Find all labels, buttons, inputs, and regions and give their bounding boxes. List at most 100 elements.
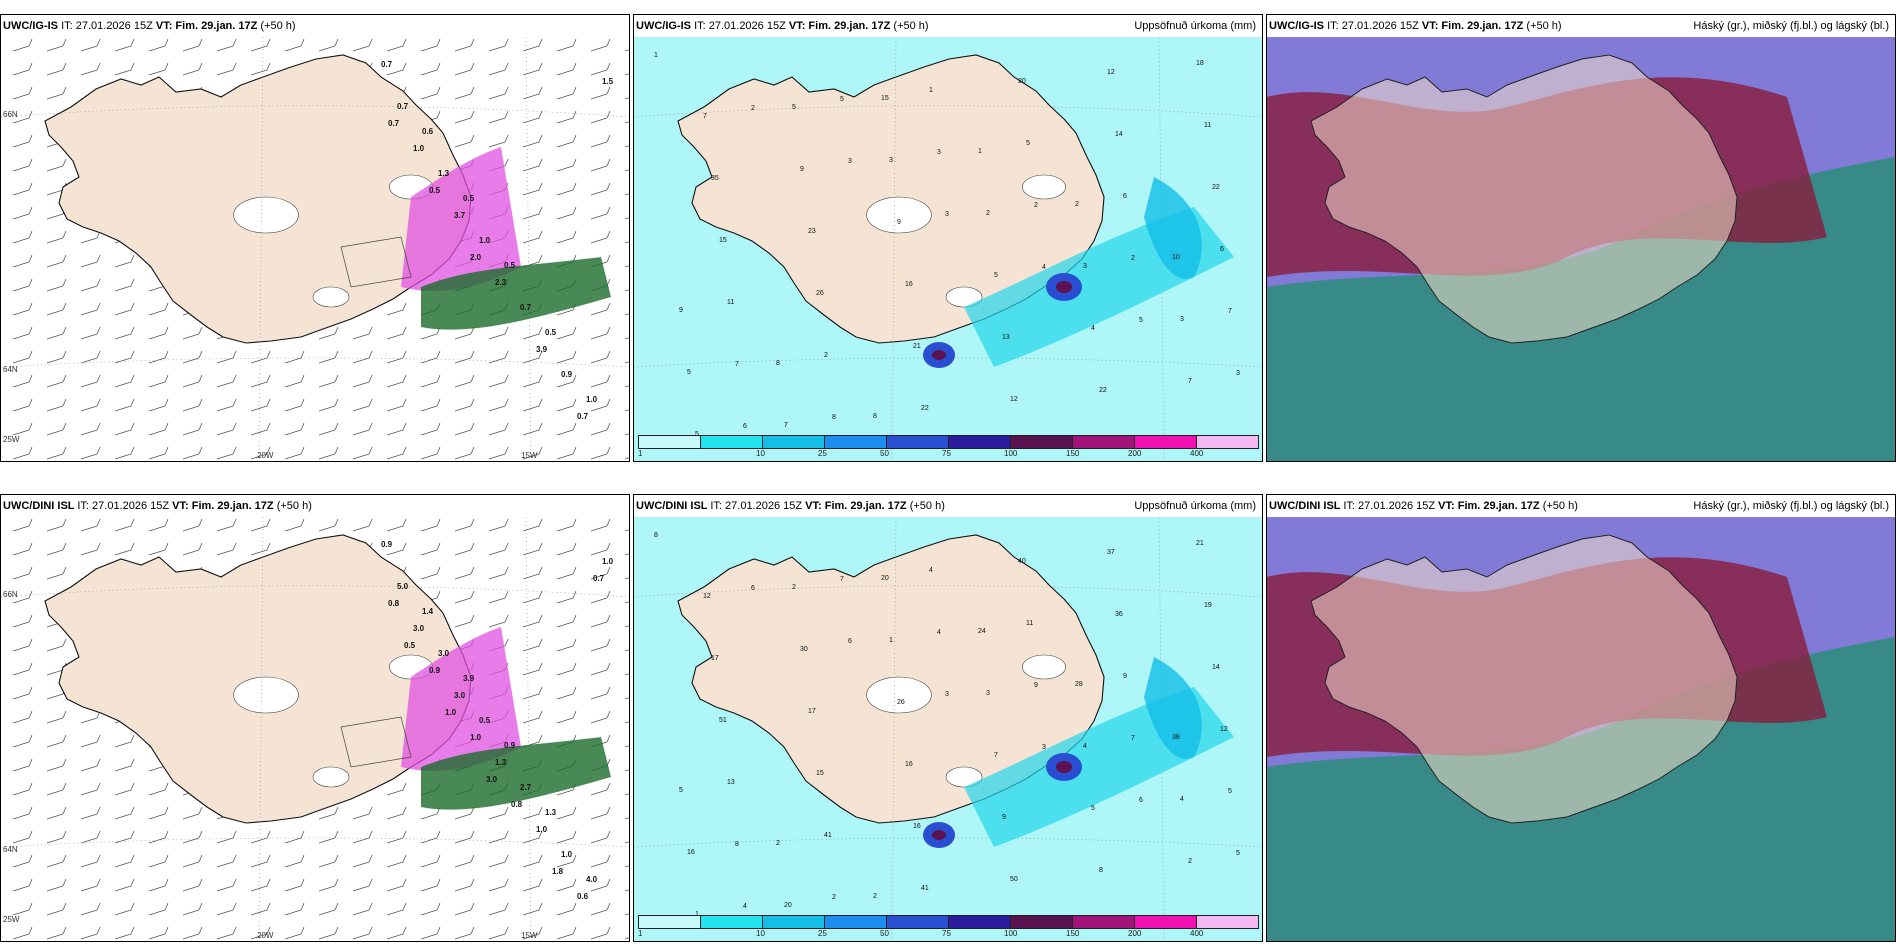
colorbar-tick: 1	[638, 929, 643, 938]
precip-value: 5	[1026, 140, 1030, 147]
snow-value: 3.0	[486, 775, 498, 784]
snow-value: 0.9	[504, 741, 516, 750]
precip-value: 38	[1172, 734, 1180, 741]
precip-value: 4	[1083, 743, 1087, 750]
snow-value: 0.5	[479, 716, 491, 725]
precip-value: 3	[848, 158, 852, 165]
snow-value: 0.5	[429, 186, 441, 195]
precip-value: 5	[994, 272, 998, 279]
colorbar-swatch	[1010, 435, 1073, 449]
colorbar-swatch	[948, 915, 1011, 929]
precip-value: 13	[727, 779, 735, 786]
model-name: UWC/IG-IS	[1269, 20, 1328, 32]
precip-value: 7	[784, 422, 788, 429]
precip-value: 17	[808, 708, 816, 715]
colorbar-swatch	[1134, 915, 1197, 929]
init-label: IT:	[1343, 500, 1359, 512]
init-label: IT:	[710, 500, 726, 512]
snow-value: 1.0	[586, 395, 598, 404]
init-time: 27.01.2026 15Z	[1341, 20, 1422, 32]
precip-value: 7	[1228, 308, 1232, 315]
precip-value: 5	[1228, 788, 1232, 795]
precip-value: 26	[897, 699, 905, 706]
colorbar-swatch	[1010, 915, 1073, 929]
lat-label: 66N	[3, 590, 18, 599]
precip-value: 41	[824, 832, 832, 839]
snow-value: 2.7	[520, 783, 532, 792]
precip-value: 18	[1196, 60, 1204, 67]
panel-cloud: UWC/IG-IS IT: 27.01.2026 15Z VT: Fim. 29…	[1266, 14, 1896, 462]
init-time: 27.01.2026 15Z	[92, 500, 173, 512]
precip-value: 9	[1034, 682, 1038, 689]
colorbar: 1 10 25 50 75 100 150 200 400	[638, 915, 1259, 938]
precip-value: 3	[1180, 316, 1184, 323]
precip-value: 16	[905, 761, 913, 768]
precip-value: 7	[994, 752, 998, 759]
map-cloud	[1267, 37, 1895, 461]
lead-time: (+50 h)	[1542, 500, 1578, 512]
precip-value: 3	[945, 211, 949, 218]
precip-value: 7	[840, 576, 844, 583]
cloud-layers	[1267, 37, 1895, 461]
precip-value: 4	[1091, 325, 1095, 332]
snow-value: 0.7	[381, 60, 393, 69]
precip-value: 2	[986, 210, 990, 217]
precip-value: 10	[1172, 254, 1180, 261]
lon-label: 25W	[3, 915, 20, 924]
precip-value: 12	[703, 593, 711, 600]
precip-value: 4	[937, 629, 941, 636]
precip-value: 14	[1115, 131, 1123, 138]
init-label: IT:	[694, 20, 709, 32]
lead-time: (+50 h)	[1526, 20, 1562, 32]
colorbar-swatch	[886, 435, 949, 449]
snow-value: 0.9	[429, 666, 441, 675]
precip-value: 2	[1131, 255, 1135, 262]
precip-value: 2	[1034, 202, 1038, 209]
panel-header: UWC/IG-IS IT: 27.01.2026 15Z VT: Fim. 29…	[1267, 15, 1895, 37]
precip-value: 5	[1139, 317, 1143, 324]
precip-value: 36	[1115, 611, 1123, 618]
precip-value: 1	[978, 148, 982, 155]
precip-value: 8	[873, 413, 877, 420]
colorbar-tick: 100	[1004, 929, 1018, 938]
valid-label: VT:	[1438, 500, 1458, 512]
snow-value: 0.7	[577, 412, 589, 421]
lead-time: (+50 h)	[909, 500, 945, 512]
snow-value: 0.6	[422, 127, 434, 136]
colorbar-swatch	[1072, 915, 1135, 929]
colorbar-swatch	[1196, 915, 1259, 929]
precip-value: 8	[735, 841, 739, 848]
field-title: Háský (gr.), miðský (fj.bl.) og lágský (…	[1693, 20, 1889, 32]
snow-field	[340, 147, 611, 330]
precip-value: 6	[1139, 797, 1143, 804]
snow-value: 0.7	[397, 102, 409, 111]
precip-value: 50	[1010, 876, 1018, 883]
colorbar-tick: 50	[880, 929, 889, 938]
lon-label: 20W	[257, 931, 274, 940]
map-cloud	[1267, 517, 1895, 941]
panel-header: UWC/DINI ISL IT: 27.01.2026 15Z VT: Fim.…	[634, 495, 1262, 517]
snow-value: 3.9	[463, 674, 475, 683]
lat-label: 64N	[3, 365, 18, 374]
precip-value: 12	[1010, 396, 1018, 403]
precip-value: 4	[929, 567, 933, 574]
map-precip: 8663365474975824119121341414036145115165…	[634, 517, 1262, 941]
precip-value: 4	[1180, 796, 1184, 803]
precip-value: 8	[654, 532, 658, 539]
precip-value: 20	[881, 575, 889, 582]
colorbar-swatch	[948, 435, 1011, 449]
colorbar: 1 10 25 50 75 100 150 200 400	[638, 435, 1259, 458]
colorbar-swatch	[824, 435, 887, 449]
precip-value: 15	[816, 770, 824, 777]
snow-value: 0.7	[593, 574, 605, 583]
snow-value: 1.0	[536, 825, 548, 834]
panel-header: UWC/DINI ISL IT: 27.01.2026 15Z VT: Fim.…	[1, 495, 629, 517]
init-time: 27.01.2026 15Z	[1358, 500, 1439, 512]
colorbar-tick: 1	[638, 449, 643, 458]
snow-value: 0.5	[404, 641, 416, 650]
init-time: 27.01.2026 15Z	[75, 20, 156, 32]
precip-value: 16	[905, 281, 913, 288]
snow-value: 0.6	[577, 892, 589, 901]
precip-field	[923, 177, 1234, 368]
precip-value: 7	[703, 113, 707, 120]
